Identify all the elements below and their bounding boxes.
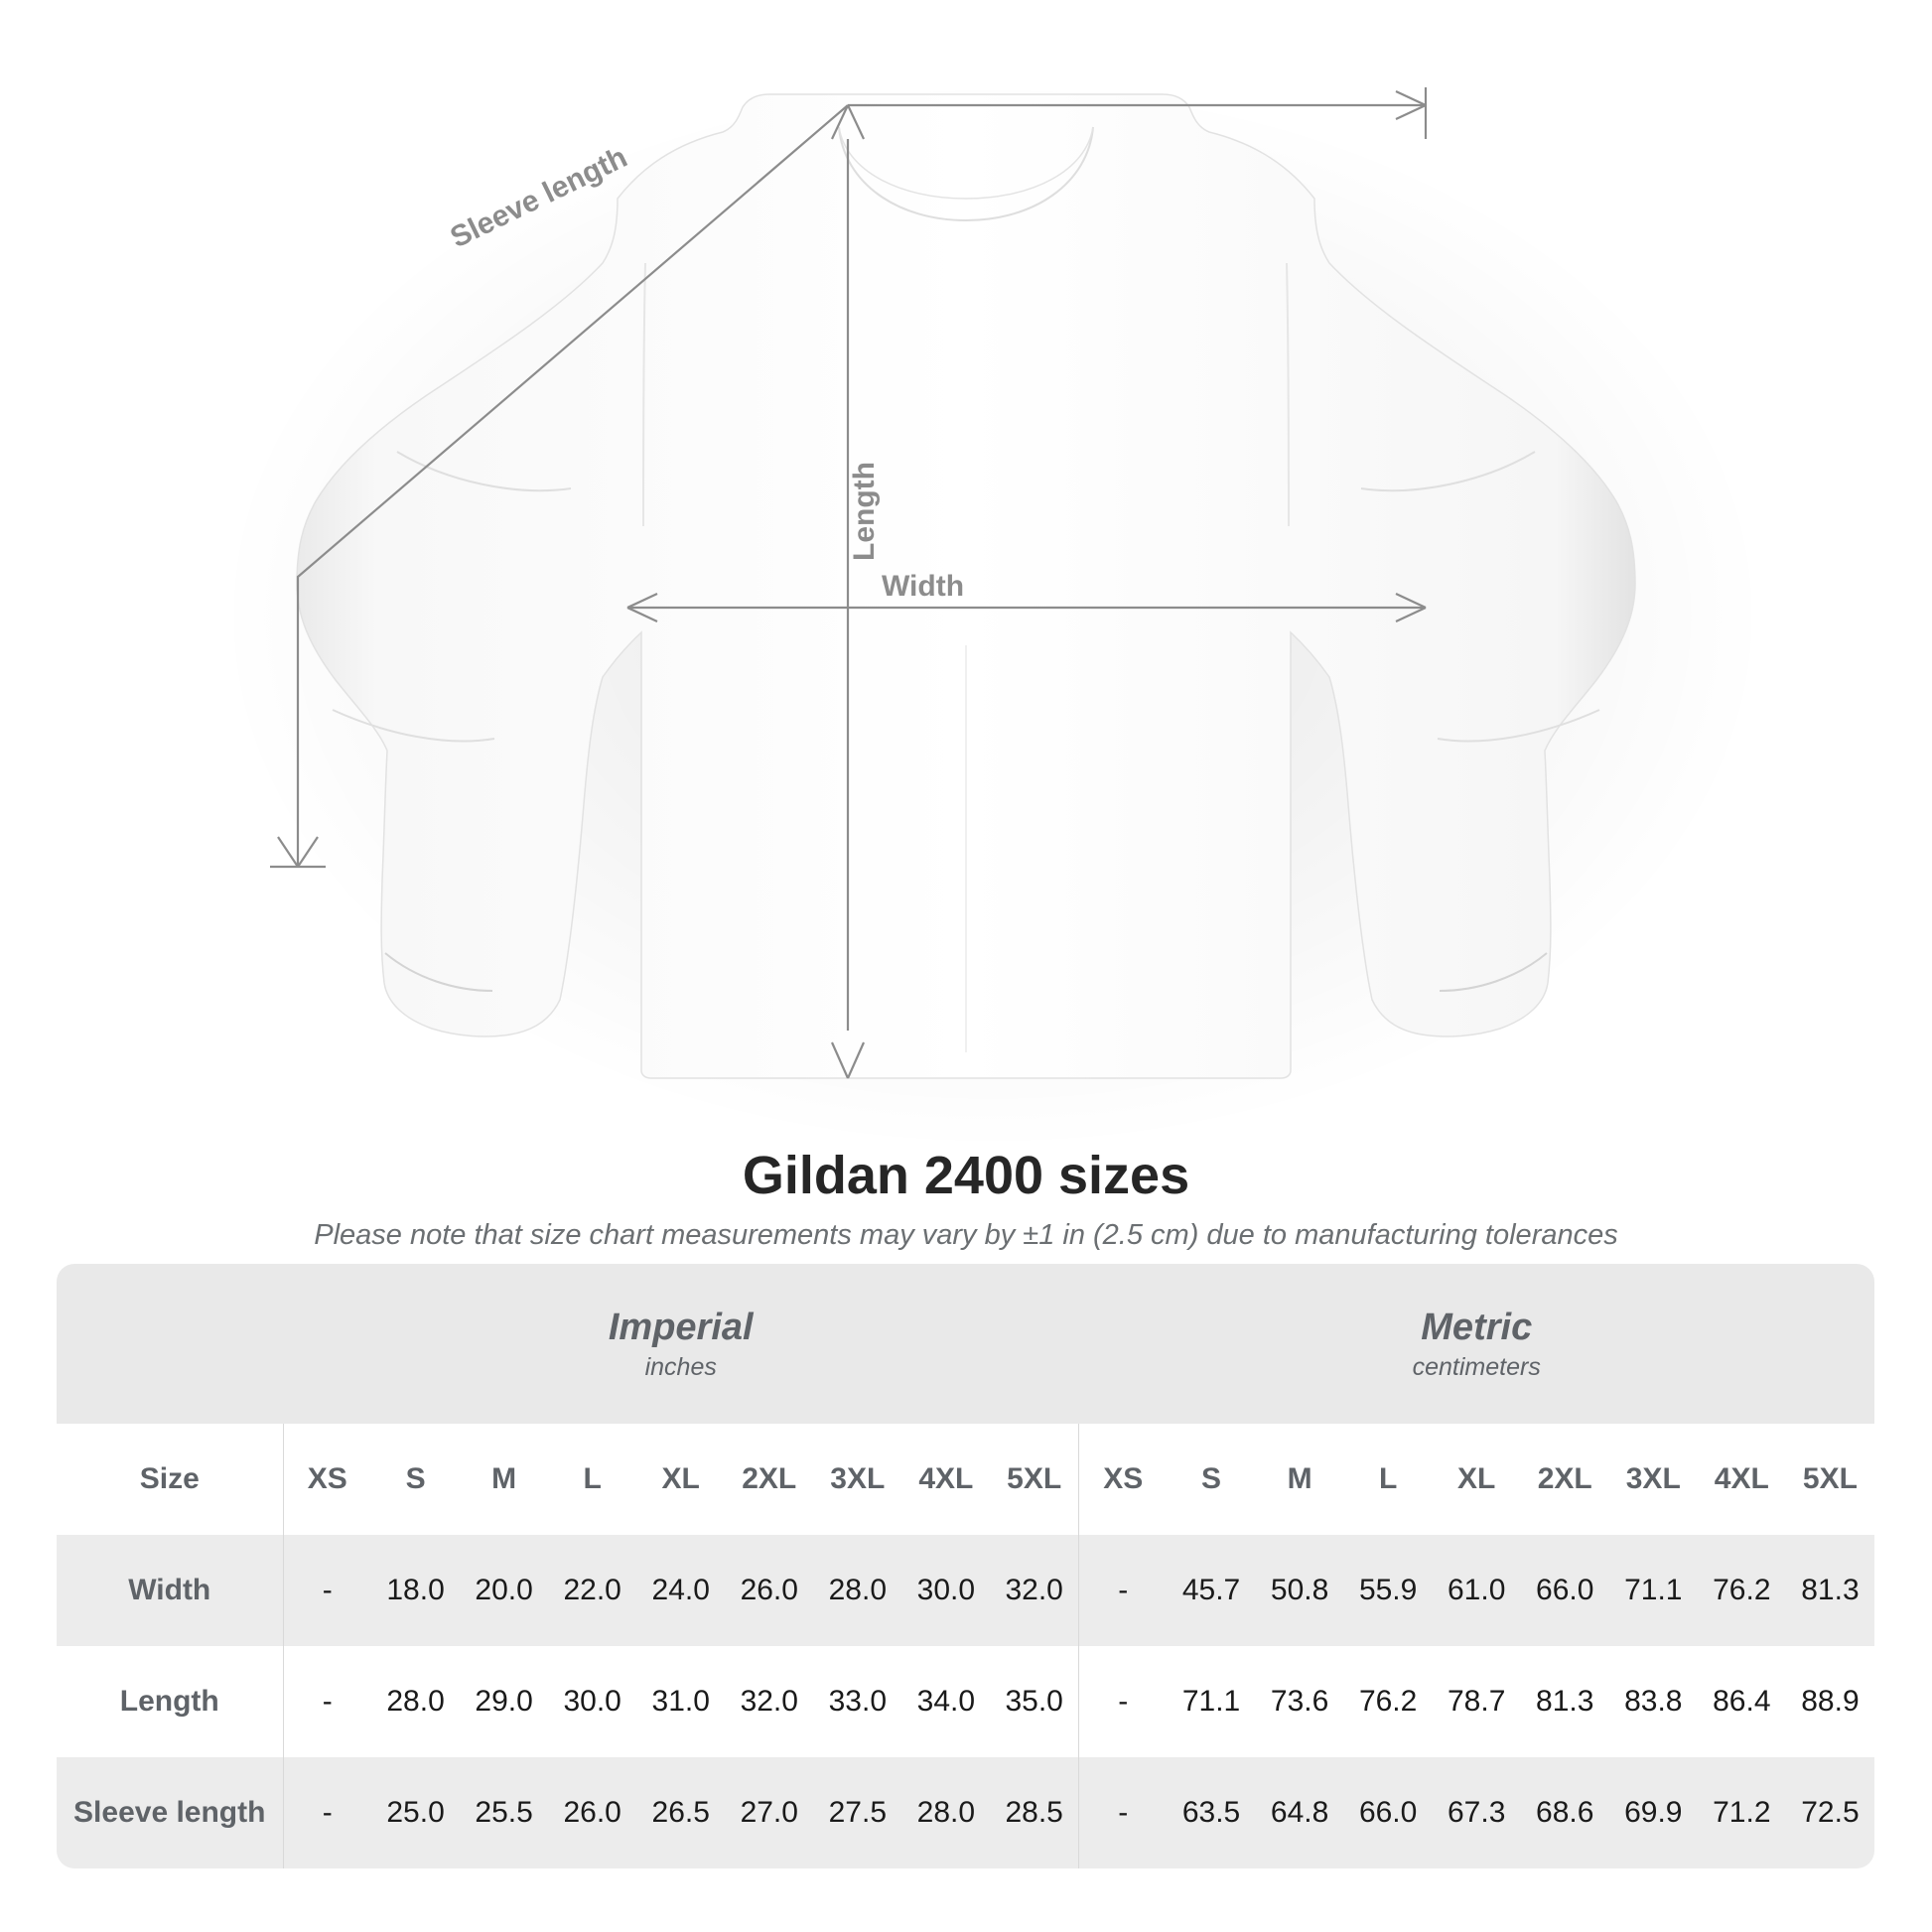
svg-text:Width: Width [882,570,964,603]
svg-text:Length: Length [848,462,881,561]
